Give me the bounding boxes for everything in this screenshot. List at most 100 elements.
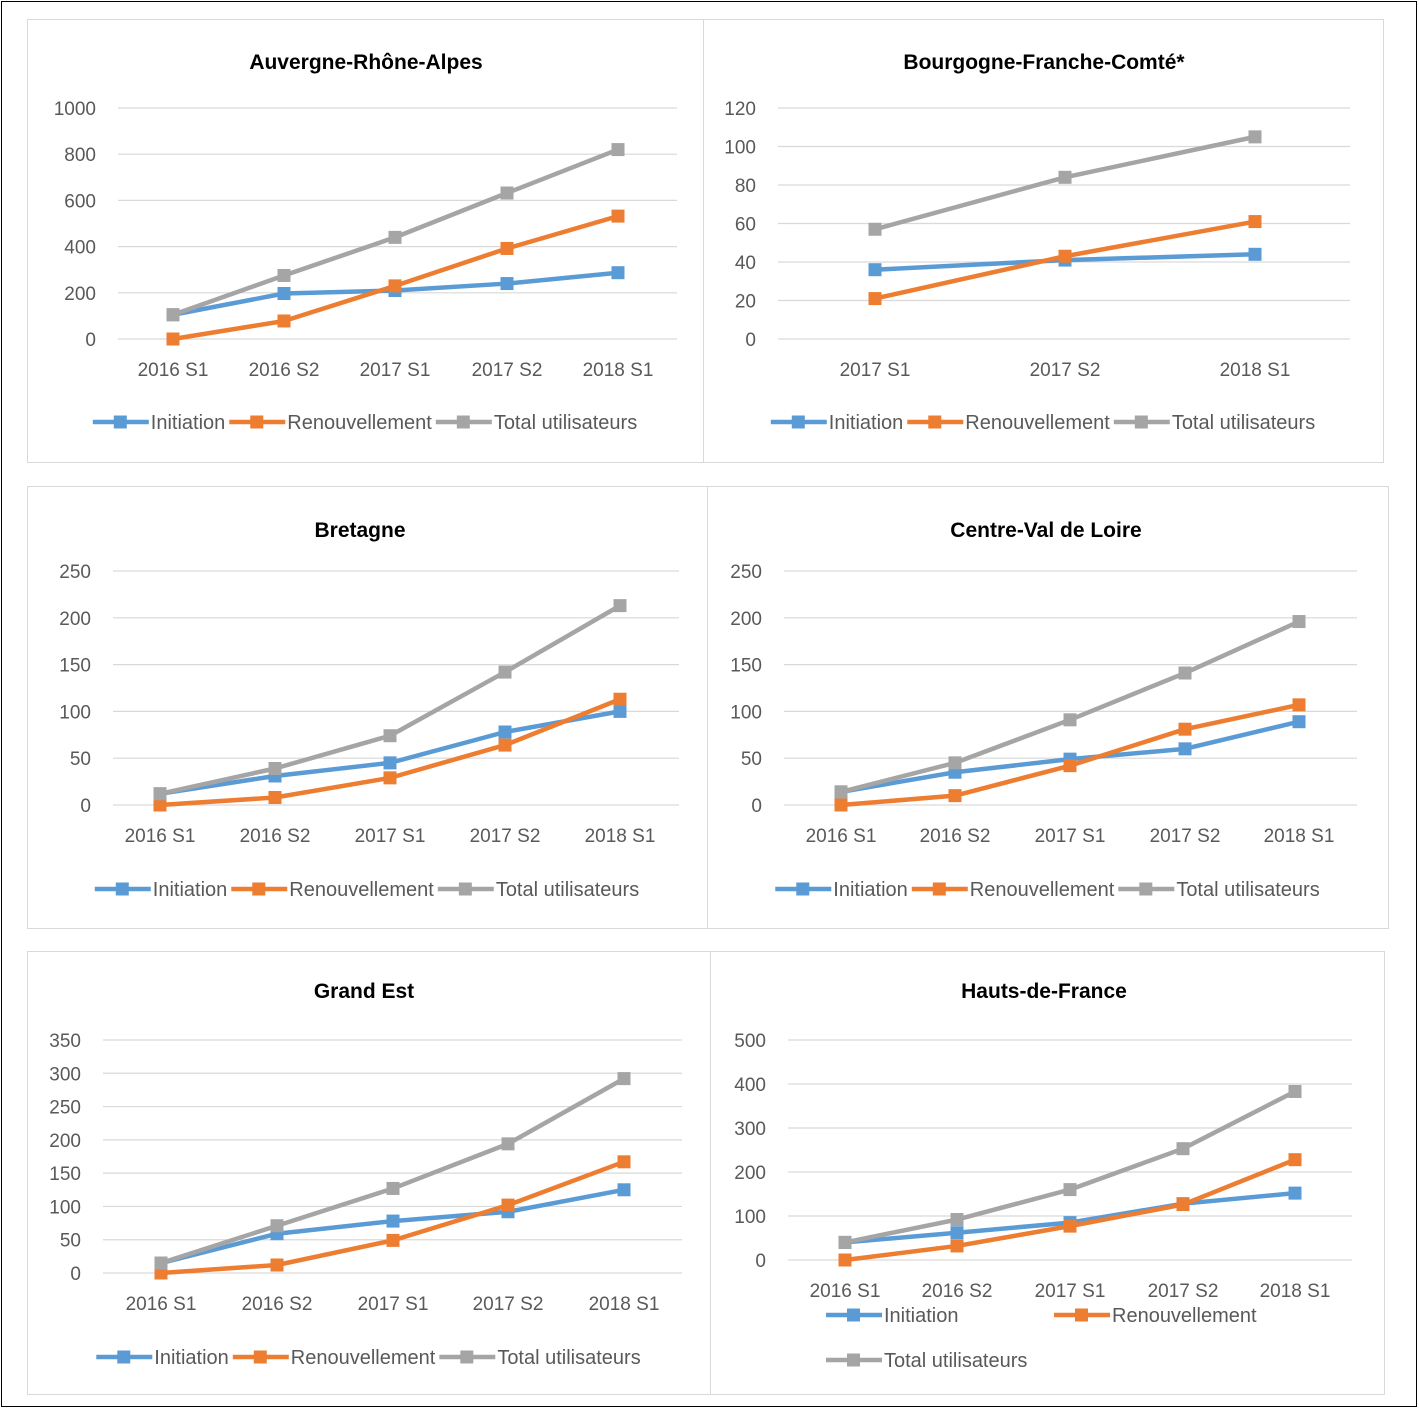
x-tick-label: 2018 S1 bbox=[589, 1294, 660, 1315]
data-point bbox=[834, 798, 848, 812]
y-tick-label: 400 bbox=[64, 238, 96, 259]
data-point bbox=[386, 1181, 400, 1195]
y-tick-label: 200 bbox=[734, 1163, 766, 1184]
data-point bbox=[1248, 130, 1262, 144]
panel-border bbox=[27, 19, 704, 463]
data-point bbox=[500, 241, 514, 255]
chart-panel: Centre-Val de Loire 0 50 100 150 200 250 2016 S… bbox=[707, 486, 1389, 929]
legend-marker bbox=[250, 415, 264, 429]
data-point bbox=[268, 761, 282, 775]
legend-label: Renouvellement bbox=[291, 1347, 436, 1369]
data-point bbox=[1288, 1084, 1302, 1098]
data-point bbox=[498, 665, 512, 679]
x-tick-label: 2017 S1 bbox=[360, 360, 431, 381]
y-tick-label: 350 bbox=[49, 1031, 81, 1052]
data-point bbox=[1063, 1219, 1077, 1233]
y-tick-label: 200 bbox=[64, 284, 96, 305]
data-point bbox=[868, 263, 882, 277]
legend-label: Renouvellement bbox=[970, 879, 1115, 901]
data-point bbox=[1176, 1142, 1190, 1156]
y-tick-label: 100 bbox=[730, 702, 762, 723]
y-tick-label: 300 bbox=[734, 1119, 766, 1140]
y-tick-label: 0 bbox=[85, 330, 96, 351]
x-tick-label: 2017 S1 bbox=[1035, 1281, 1106, 1302]
data-point bbox=[277, 268, 291, 282]
y-tick-label: 200 bbox=[59, 609, 91, 630]
data-point bbox=[388, 230, 402, 244]
data-point bbox=[498, 738, 512, 752]
y-tick-label: 150 bbox=[730, 656, 762, 677]
data-point bbox=[1058, 249, 1072, 263]
data-point bbox=[950, 1213, 964, 1227]
data-point bbox=[1176, 1198, 1190, 1212]
data-point bbox=[1058, 170, 1072, 184]
data-point bbox=[386, 1233, 400, 1247]
x-tick-label: 2016 S2 bbox=[249, 360, 320, 381]
legend-marker bbox=[928, 415, 942, 429]
x-tick-label: 2018 S1 bbox=[1220, 360, 1291, 381]
legend-marker bbox=[117, 1350, 131, 1364]
x-tick-label: 2016 S2 bbox=[920, 826, 991, 847]
data-point bbox=[1178, 722, 1192, 736]
data-point bbox=[1063, 1183, 1077, 1197]
x-tick-label: 2017 S1 bbox=[355, 826, 426, 847]
legend-label: Renouvellement bbox=[289, 879, 434, 901]
data-point bbox=[617, 1072, 631, 1086]
chart-panel: Auvergne-Rhône-Alpes 0 200 400 600 800 1000 201… bbox=[27, 19, 704, 463]
data-point bbox=[268, 791, 282, 805]
data-point bbox=[501, 1198, 515, 1212]
legend-label: Total utilisateurs bbox=[497, 1347, 640, 1369]
y-tick-label: 40 bbox=[735, 253, 756, 274]
x-tick-label: 2016 S1 bbox=[125, 826, 196, 847]
x-tick-label: 2018 S1 bbox=[583, 360, 654, 381]
y-tick-label: 0 bbox=[745, 330, 756, 351]
data-point bbox=[950, 1239, 964, 1253]
data-point bbox=[1063, 759, 1077, 773]
x-tick-label: 2017 S2 bbox=[1150, 826, 1221, 847]
y-tick-label: 50 bbox=[70, 749, 91, 770]
legend-marker bbox=[1075, 1308, 1088, 1322]
y-tick-label: 100 bbox=[734, 1207, 766, 1228]
x-tick-label: 2016 S2 bbox=[922, 1281, 993, 1302]
x-tick-label: 2017 S2 bbox=[472, 360, 543, 381]
data-point bbox=[950, 1226, 964, 1240]
legend-marker bbox=[791, 415, 805, 429]
data-point bbox=[166, 308, 180, 322]
data-point bbox=[613, 599, 627, 613]
data-point bbox=[613, 692, 627, 706]
legend-marker bbox=[796, 882, 810, 896]
x-tick-label: 2016 S1 bbox=[810, 1281, 881, 1302]
chart-panel: Grand Est 0 50 100 150 200 250 300 350 2016 S1 201… bbox=[27, 951, 711, 1395]
legend-marker bbox=[252, 882, 266, 896]
data-point bbox=[500, 277, 514, 291]
legend-label: Total utilisateurs bbox=[1176, 879, 1319, 901]
y-tick-label: 100 bbox=[59, 702, 91, 723]
x-tick-label: 2016 S1 bbox=[126, 1294, 197, 1315]
chart-title: Bourgogne-Franche-Comté* bbox=[903, 51, 1185, 74]
y-tick-label: 200 bbox=[49, 1131, 81, 1152]
data-point bbox=[838, 1235, 852, 1249]
data-point bbox=[154, 1266, 168, 1280]
y-tick-label: 0 bbox=[751, 796, 762, 817]
data-point bbox=[1063, 713, 1077, 727]
legend-label: Renouvellement bbox=[1112, 1305, 1257, 1327]
legend-marker bbox=[456, 415, 470, 429]
data-point bbox=[1288, 1186, 1302, 1200]
panel-border bbox=[707, 486, 1389, 929]
y-tick-label: 1000 bbox=[54, 99, 96, 120]
x-tick-label: 2016 S1 bbox=[138, 360, 209, 381]
y-tick-label: 0 bbox=[755, 1251, 766, 1272]
data-point bbox=[277, 314, 291, 328]
data-point bbox=[948, 789, 962, 803]
data-point bbox=[270, 1258, 284, 1272]
data-point bbox=[498, 725, 512, 739]
y-tick-label: 50 bbox=[60, 1231, 81, 1252]
x-tick-label: 2018 S1 bbox=[1260, 1281, 1331, 1302]
data-point bbox=[270, 1219, 284, 1233]
y-tick-label: 60 bbox=[735, 215, 756, 236]
legend-label: Total utilisateurs bbox=[884, 1350, 1027, 1372]
legend-label: Renouvellement bbox=[965, 412, 1110, 434]
data-point bbox=[834, 785, 848, 799]
